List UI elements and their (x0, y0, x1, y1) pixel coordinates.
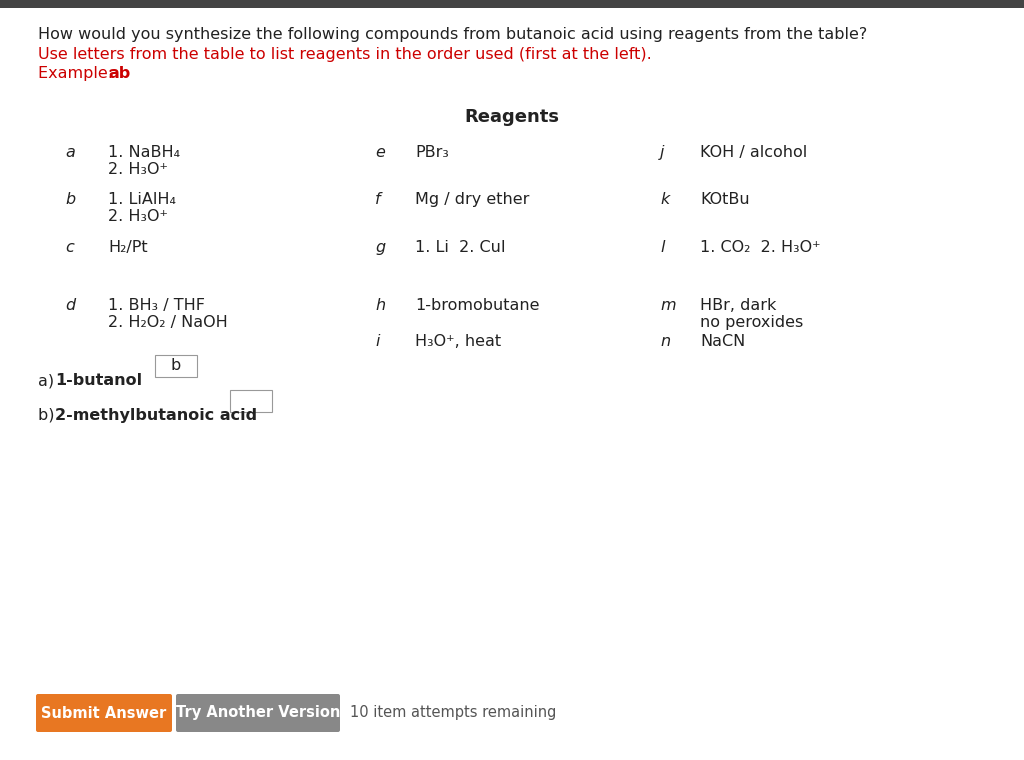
Text: l: l (660, 240, 665, 255)
Text: 2. H₃O⁺: 2. H₃O⁺ (108, 209, 168, 224)
Text: b: b (171, 359, 181, 373)
Text: j: j (660, 145, 665, 160)
Text: Use letters from the table to list reagents in the order used (first at the left: Use letters from the table to list reage… (38, 47, 651, 62)
Text: g: g (375, 240, 385, 255)
Text: 2. H₂O₂ / NaOH: 2. H₂O₂ / NaOH (108, 315, 227, 330)
Text: Example:: Example: (38, 66, 118, 81)
Text: k: k (660, 192, 670, 207)
Text: e: e (375, 145, 385, 160)
Text: 1-butanol: 1-butanol (55, 373, 142, 388)
Text: b): b) (38, 408, 59, 423)
Text: 1. CO₂  2. H₃O⁺: 1. CO₂ 2. H₃O⁺ (700, 240, 820, 255)
Text: 1. NaBH₄: 1. NaBH₄ (108, 145, 180, 160)
Text: b: b (65, 192, 75, 207)
Text: Submit Answer: Submit Answer (41, 705, 167, 720)
FancyBboxPatch shape (230, 390, 272, 412)
Text: 1. LiAlH₄: 1. LiAlH₄ (108, 192, 176, 207)
Text: 1. BH₃ / THF: 1. BH₃ / THF (108, 298, 205, 313)
Text: ab: ab (108, 66, 130, 81)
Text: m: m (660, 298, 676, 313)
Text: no peroxides: no peroxides (700, 315, 803, 330)
Text: 10 item attempts remaining: 10 item attempts remaining (350, 705, 556, 720)
Text: d: d (65, 298, 75, 313)
Text: Try Another Version: Try Another Version (176, 705, 340, 720)
Text: Mg / dry ether: Mg / dry ether (415, 192, 529, 207)
Text: KOtBu: KOtBu (700, 192, 750, 207)
Text: h: h (375, 298, 385, 313)
Text: 2. H₃O⁺: 2. H₃O⁺ (108, 162, 168, 177)
Text: KOH / alcohol: KOH / alcohol (700, 145, 807, 160)
FancyBboxPatch shape (155, 355, 197, 377)
Text: PBr₃: PBr₃ (415, 145, 449, 160)
Text: f: f (375, 192, 381, 207)
Text: a: a (65, 145, 75, 160)
Text: H₂/Pt: H₂/Pt (108, 240, 147, 255)
Text: 1. Li  2. CuI: 1. Li 2. CuI (415, 240, 506, 255)
Text: Reagents: Reagents (465, 108, 559, 126)
Text: a): a) (38, 373, 59, 388)
Text: i: i (375, 334, 380, 349)
FancyBboxPatch shape (0, 0, 1024, 8)
Text: n: n (660, 334, 670, 349)
Text: H₃O⁺, heat: H₃O⁺, heat (415, 334, 501, 349)
Text: 2-methylbutanoic acid: 2-methylbutanoic acid (55, 408, 257, 423)
Text: HBr, dark: HBr, dark (700, 298, 776, 313)
FancyBboxPatch shape (176, 694, 340, 732)
Text: 1-bromobutane: 1-bromobutane (415, 298, 540, 313)
FancyBboxPatch shape (36, 694, 172, 732)
Text: How would you synthesize the following compounds from butanoic acid using reagen: How would you synthesize the following c… (38, 27, 867, 42)
Text: NaCN: NaCN (700, 334, 745, 349)
Text: c: c (65, 240, 74, 255)
